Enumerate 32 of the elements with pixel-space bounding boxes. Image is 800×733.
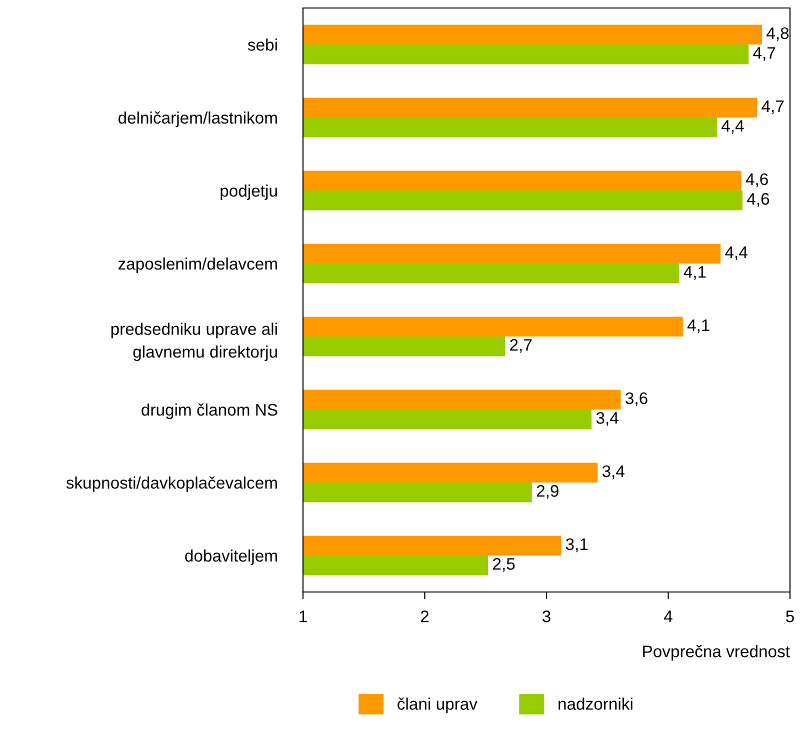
y-tick-label: delničarjem/lastnikom xyxy=(118,111,277,128)
data-label: 4,6 xyxy=(747,193,770,207)
data-label: 2,5 xyxy=(493,558,515,572)
y-tick-label: predsedniku uprave ali glavnemu direktorju xyxy=(111,322,277,362)
data-label: 3,6 xyxy=(626,392,648,406)
y-tick-label: sebi xyxy=(248,38,277,51)
data-label: 4,8 xyxy=(766,27,789,42)
y-tick-label: podjetju xyxy=(220,184,277,200)
data-label: 4,1 xyxy=(687,319,710,334)
data-label: 4,4 xyxy=(725,246,748,260)
x-tick-label: 1 xyxy=(300,610,307,622)
data-label: 3,4 xyxy=(596,412,618,426)
data-label: 3,4 xyxy=(602,465,624,480)
y-tick-label: dobaviteljem xyxy=(185,549,277,565)
legend-label: člani uprav xyxy=(398,698,478,714)
data-label: 4,7 xyxy=(753,47,776,61)
data-label: 2,7 xyxy=(510,339,532,353)
x-tick-label: 4 xyxy=(664,610,672,622)
y-tick-label: zaposlenim/delavcem xyxy=(118,257,277,273)
x-tick-label: 2 xyxy=(420,610,429,622)
y-tick-label: skupnosti/davkoplačevalcem xyxy=(66,476,277,492)
legend-label: nadzorniki xyxy=(558,698,632,710)
x-axis-title: Povprečna vrednost xyxy=(643,645,790,661)
data-label: 4,7 xyxy=(762,100,784,114)
data-label: 3,1 xyxy=(566,538,588,552)
data-label: 4,4 xyxy=(722,120,744,134)
data-label: 4,1 xyxy=(684,266,706,280)
x-tick-label: 5 xyxy=(786,610,794,622)
x-tick-label: 3 xyxy=(542,610,550,622)
data-label: 4,6 xyxy=(746,173,768,188)
data-label: 2,9 xyxy=(536,485,558,499)
y-tick-label: drugim članom NS xyxy=(142,403,278,420)
